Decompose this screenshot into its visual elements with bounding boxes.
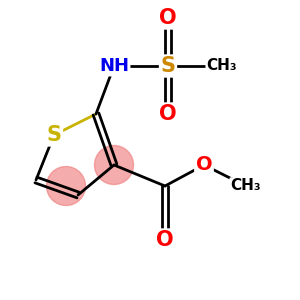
Text: O: O	[159, 104, 177, 124]
Text: NH: NH	[99, 57, 129, 75]
Circle shape	[94, 146, 134, 184]
Text: S: S	[46, 125, 62, 145]
Circle shape	[46, 167, 86, 206]
Text: O: O	[156, 230, 174, 250]
Text: O: O	[196, 155, 212, 175]
Text: CH₃: CH₃	[231, 178, 261, 194]
Text: CH₃: CH₃	[207, 58, 237, 74]
Text: O: O	[159, 8, 177, 28]
Text: S: S	[160, 56, 175, 76]
